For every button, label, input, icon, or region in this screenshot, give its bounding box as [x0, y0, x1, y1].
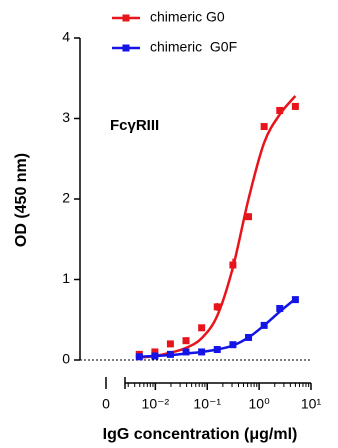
data-point	[213, 346, 221, 354]
data-point	[276, 304, 284, 312]
legend-marker	[122, 44, 130, 52]
y-tick-label: 1	[62, 270, 70, 286]
data-point	[166, 350, 174, 358]
data-point	[151, 352, 159, 360]
data-point	[135, 353, 143, 361]
x-axis-label: IgG concentration (μg/ml)	[103, 426, 298, 443]
data-point	[182, 337, 190, 345]
data-point	[213, 303, 221, 311]
x-tick-label: 10⁻¹	[193, 396, 221, 412]
data-point	[198, 348, 206, 356]
legend-label: chimeric G0	[150, 9, 225, 25]
fit-curve	[139, 95, 297, 359]
x-tick-label: 10⁻²	[142, 396, 170, 412]
legend-marker	[122, 14, 130, 22]
y-tick-label: 3	[62, 109, 70, 125]
x-tick-label: 10⁰	[249, 396, 271, 412]
data-point	[260, 123, 268, 131]
data-point	[276, 106, 284, 114]
data-point	[151, 348, 159, 356]
data-point	[166, 340, 174, 348]
data-point	[245, 333, 253, 341]
y-axis-label: OD (450 nm)	[13, 153, 30, 247]
data-point	[229, 261, 237, 269]
y-tick-label: 0	[62, 351, 70, 367]
data-point	[198, 324, 206, 332]
data-point	[260, 321, 268, 329]
data-point	[229, 341, 237, 349]
annotation: FcγRIII	[110, 117, 159, 134]
data-point	[291, 296, 299, 304]
x-tick-label: 10¹	[301, 396, 322, 412]
data-point	[245, 213, 253, 221]
legend-label: chimeric G0F	[150, 39, 237, 55]
y-tick-label: 4	[62, 29, 70, 45]
data-point	[182, 348, 190, 356]
data-point	[291, 102, 299, 110]
x-break-label: 0	[102, 396, 110, 412]
y-tick-label: 2	[62, 190, 70, 206]
